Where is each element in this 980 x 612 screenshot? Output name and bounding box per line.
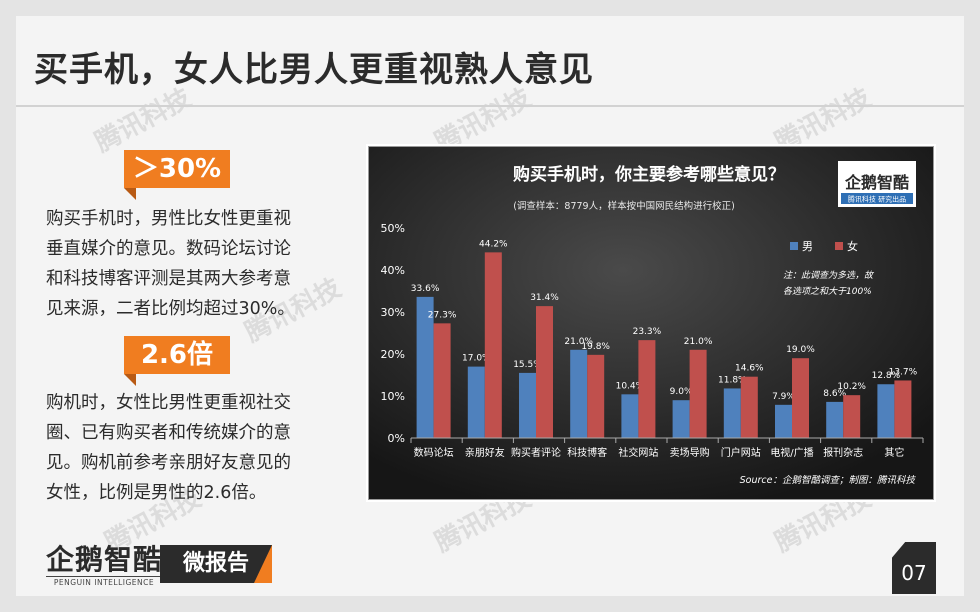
chart-subtitle: (调查样本：8779人，样本按中国网民结构进行校正)	[513, 200, 735, 212]
data-label: 31.4%	[530, 293, 559, 303]
data-label: 44.2%	[479, 239, 508, 249]
data-label: 7.9%	[772, 392, 795, 402]
bar-female	[536, 306, 553, 438]
paragraph-male: 购买手机时，男性比女性更重视 垂直媒介的意见。数码论坛讨论 和科技博客评测是其两…	[46, 204, 336, 324]
bar-male	[519, 372, 536, 438]
data-label: 17.0%	[462, 354, 491, 364]
x-tick-label: 购买者评论	[511, 446, 561, 459]
bar-male	[723, 388, 741, 438]
y-axis: 0% 10% 20% 30% 40% 50%	[381, 222, 405, 445]
x-tick-label: 科技博客	[567, 446, 607, 459]
bar-female	[843, 395, 861, 438]
data-label: 27.3%	[428, 310, 457, 320]
stat-badge-label: 2.6倍	[140, 340, 214, 370]
x-tick-label: 社交网站	[618, 446, 658, 459]
chart-legend: 男 女	[790, 239, 858, 253]
logo-wordmark: 企鹅智酷	[46, 543, 163, 576]
bar-female	[792, 358, 809, 438]
paragraph-line: 见。购机前参考亲朋好友意见的	[46, 453, 291, 473]
legend-label-female: 女	[847, 239, 858, 253]
chart-note: 注：此调查为多选，故	[783, 270, 875, 281]
x-tick-label: 其它	[884, 446, 904, 459]
chart-source: Source：企鹅智酷调查；制图：腾讯科技	[740, 474, 917, 486]
y-tick-label: 40%	[381, 264, 405, 277]
x-tick-label: 卖场导购	[670, 446, 710, 459]
paragraph-line: 女性，比例是男性的2.6倍。	[46, 483, 267, 503]
bar-female	[689, 349, 707, 438]
bar-male	[877, 384, 895, 438]
chart-logo-wordmark: 企鹅智酷	[844, 173, 909, 192]
data-label: 12.8%	[872, 371, 901, 381]
report-tag: 微报告	[160, 545, 272, 583]
data-label: 19.8%	[581, 342, 610, 352]
badge-fold	[124, 188, 136, 200]
data-label: 21.0%	[684, 337, 713, 347]
bar-female	[894, 380, 912, 438]
data-label: 13.7%	[889, 367, 918, 377]
data-label: 21.0%	[564, 337, 593, 347]
stat-badge-30: ＞30%	[124, 150, 230, 200]
chart-logo-subtitle: 腾讯科技 研究出品	[848, 195, 906, 204]
penguin-logo: 企鹅智酷 PENGUIN INTELLIGENCE	[46, 538, 163, 587]
data-label: 8.6%	[823, 389, 846, 399]
data-label: 14.6%	[735, 364, 764, 374]
y-tick-label: 30%	[381, 306, 405, 319]
data-label: 9.0%	[670, 387, 693, 397]
bar-female	[484, 252, 502, 438]
x-tick-label: 报刊杂志	[823, 446, 863, 459]
x-tick-label: 电视/广播	[770, 446, 813, 459]
report-tag-accent	[254, 545, 272, 583]
bar-chart: 购买手机时，你主要参考哪些意见？ (调查样本：8779人，样本按中国网民结构进行…	[369, 147, 933, 499]
chart-logo-strip	[841, 193, 913, 204]
y-tick-label: 0%	[388, 432, 405, 445]
y-tick-label: 50%	[381, 222, 405, 235]
y-tick-label: 20%	[381, 348, 405, 361]
paragraph-line: 垂直媒介的意见。数码论坛讨论	[46, 239, 291, 259]
stat-badge-2-6: 2.6倍	[124, 336, 230, 386]
bar-male	[416, 296, 434, 438]
chart-logo: 企鹅智酷 腾讯科技 研究出品	[838, 161, 916, 207]
bar-male	[570, 349, 588, 438]
badge-fold	[124, 374, 136, 386]
paragraph-line: 圈、已有购买者和传统媒介的意	[46, 423, 291, 443]
page-title: 买手机，女人比男人更重视熟人意见	[34, 50, 594, 90]
paragraph-line: 购买手机时，男性比女性更重视	[46, 209, 291, 229]
paragraph-female: 购机时，女性比男性更重视社交 圈、已有购买者和传统媒介的意 见。购机前参考亲朋好…	[46, 388, 336, 508]
chart-title: 购买手机时，你主要参考哪些意见？	[513, 164, 785, 185]
chart-note: 各选项之和大于100%	[783, 286, 872, 297]
data-label: 15.5%	[513, 360, 542, 370]
bar-male	[672, 400, 690, 438]
legend-swatch-female	[835, 242, 843, 250]
data-label: 10.2%	[837, 382, 866, 392]
data-label: 23.3%	[633, 327, 662, 337]
bar-male	[467, 366, 485, 438]
bar-female	[433, 323, 451, 438]
x-tick-label: 数码论坛	[414, 446, 454, 459]
data-label: 19.0%	[786, 345, 815, 355]
legend-swatch-male	[790, 242, 798, 250]
page-number: 07	[892, 542, 936, 594]
bar-female	[740, 376, 758, 438]
data-label: 33.6%	[411, 284, 440, 294]
paragraph-line: 购机时，女性比男性更重视社交	[46, 393, 291, 413]
chart-panel: 购买手机时，你主要参考哪些意见？ (调查样本：8779人，样本按中国网民结构进行…	[368, 146, 934, 500]
title-divider	[16, 105, 964, 107]
bar-female	[638, 340, 656, 438]
bar-male	[621, 394, 639, 438]
x-axis: 数码论坛 亲朋好友 购买者评论 科技博客 社交网站 卖场导购 门户网站 电视/广播 报刊杂志 其它	[410, 437, 924, 459]
x-tick-label: 亲朋好友	[465, 446, 505, 459]
y-tick-label: 10%	[381, 390, 405, 403]
paragraph-line: 和科技博客评测是其两大参考意	[46, 269, 291, 289]
x-tick-label: 门户网站	[721, 446, 761, 459]
logo-subtitle: PENGUIN INTELLIGENCE	[46, 576, 163, 587]
data-label: 10.4%	[616, 381, 645, 391]
bar-female	[587, 354, 605, 438]
legend-label-male: 男	[802, 240, 813, 253]
bar-male	[775, 404, 792, 438]
bar-male	[826, 401, 844, 438]
bar-series: 33.6%27.3%17.0%44.2%15.5%31.4%21.0%19.8%…	[411, 239, 918, 438]
stat-badge-label: ＞30%	[132, 154, 222, 184]
data-label: 11.8%	[718, 375, 747, 385]
paragraph-line: 见来源，二者比例均超过30%。	[46, 299, 295, 319]
